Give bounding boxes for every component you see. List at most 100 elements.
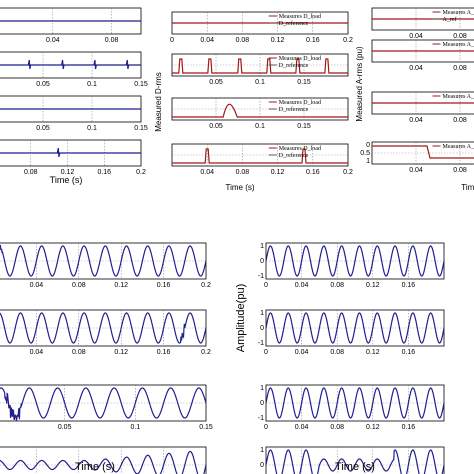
legend-label: Measures A_rms [443,94,474,100]
x-tick-label: 0.12 [366,349,380,356]
x-tick-label: 0.04 [46,37,60,44]
series-line [0,244,206,277]
x-tick-label: 0.1 [130,424,140,431]
legend: Measures A_rms [432,42,474,48]
x-tick-label: 0 [170,37,174,44]
series-line [0,450,206,474]
legend-label: A_ref [443,16,457,23]
series-line [172,58,348,74]
legend-label: Measures D_load [279,146,321,152]
x-tick-label: 0.16 [402,424,416,431]
x-tick-label: 0.04 [409,167,423,174]
legend: Measures A_rms [432,144,474,150]
x-tick-label: 0.16 [402,282,416,289]
series-line [0,387,206,421]
series-line [266,449,444,474]
x-tick-label: 0.08 [453,167,467,174]
x-tick-label: 0.15 [297,123,311,130]
legend: Measures A_rms [432,94,474,100]
legend-label: Measures D_load [279,100,321,106]
x-axis-label: Time (s) [75,461,115,473]
x-tick-label: 0.08 [330,282,344,289]
panel-top-left-3: 0.05 0.1 0.15 [0,95,148,132]
x-tick-label: 0.15 [199,424,213,431]
y-tick-label: 0 [260,325,264,332]
x-tick-label: 0.08 [453,65,467,72]
x-tick-label: 0.2 [201,349,211,356]
series-line [0,59,141,70]
legend-label: Measures A_rms [443,144,474,150]
y-axis-label: Measured D-rms [154,72,163,132]
legend-label: D_reference [279,20,309,27]
x-tick-label: 0.08 [236,169,250,176]
y-tick-label: -1 [258,415,264,422]
x-tick-label: 0.04 [295,424,309,431]
y-tick-label: 1 [260,243,264,250]
chart-group-bottom-left: 0.04 0.08 0.12 0.16 0.2 0.04 0.08 0.12 0.16 0.2 0.… [0,242,213,474]
y-tick-label: 1 [260,447,264,454]
panel-bottom-left-4: 0.040.080.120.160.2 [0,446,207,474]
series-line [266,245,444,277]
x-tick-label: 0.04 [30,282,44,289]
x-tick-label: 0.05 [36,125,50,132]
x-tick-label: 0.04 [409,117,423,124]
panel-bottom-left-1: 0.04 0.08 0.12 0.16 0.2 [0,242,211,289]
panel-bottom-left-2: 0.04 0.08 0.12 0.16 0.2 [0,309,211,356]
legend-label: D_reference [279,106,309,113]
x-tick-label: 0.12 [114,349,128,356]
x-tick-label: 0.12 [114,282,128,289]
x-tick-label: 0.05 [209,79,223,86]
legend-label: D_reference [279,152,309,159]
x-tick-label: 0.1 [255,123,265,130]
x-tick-label: 0.08 [72,349,86,356]
x-tick-label: 0.2 [201,282,211,289]
y-tick-label: -1 [258,340,264,347]
x-tick-label: 0.16 [306,169,320,176]
series-line [372,145,474,159]
y-tick-label: 0 [260,462,264,469]
y-axis-label: Amplitude(pu) [235,284,247,352]
x-tick-label: 0 [264,282,268,289]
panel-top-right-1: Measures A_rmsA_ref 0.04 0.08 [371,7,474,40]
x-tick-label: 0.1 [255,79,265,86]
y-tick-label: 1 [366,158,370,165]
series-line [172,103,348,118]
x-tick-label: 0.1 [87,125,97,132]
x-tick-label: 0.1 [87,81,97,88]
y-tick-label: -1 [258,273,264,280]
legend-label: Measures D_load [279,56,321,62]
series-line [0,147,141,158]
x-tick-label: 0.05 [209,123,223,130]
x-tick-label: 0.05 [36,81,50,88]
x-tick-label: 0.15 [134,125,148,132]
x-tick-label: 0.16 [157,349,171,356]
x-tick-label: 0.08 [453,33,467,40]
x-tick-label: 0.12 [366,424,380,431]
x-tick-label: 0.08 [330,349,344,356]
x-tick-label: 0.12 [271,169,285,176]
y-tick-label: 0.5 [360,150,370,157]
x-tick-label: 0.04 [200,169,214,176]
panel-top-right-3: Measures A_rms 0.04 0.08 [371,91,474,124]
chart-group-top-left: 0.04 0.080.05 0.1 0.150.05 0.1 0.150.08 0.12 0.… [0,7,148,185]
legend: Measures A_rmsA_ref [432,10,474,23]
x-tick-label: 0.16 [97,169,111,176]
legend-label: D_reference [279,62,309,69]
x-tick-label: 0.04 [295,282,309,289]
x-tick-label: 0.04 [30,349,44,356]
series-line [172,148,348,164]
